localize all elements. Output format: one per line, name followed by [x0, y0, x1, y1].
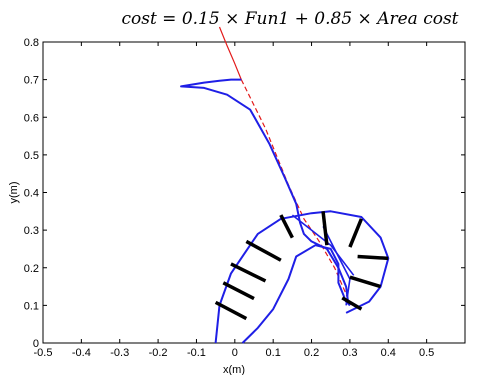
y-tick-label: 0 [33, 338, 39, 350]
blue-outer-boundary-line [214, 210, 390, 344]
x-tick-label: -0.5 [34, 347, 53, 359]
y-tick-label: 0.7 [24, 75, 39, 87]
y-tick-label: 0.1 [24, 300, 39, 312]
blue-inner-boundary-line [241, 244, 351, 344]
y-tick-label: 0.6 [24, 112, 39, 124]
red-solid-line [218, 26, 242, 80]
x-tick-label: -0.1 [187, 347, 206, 359]
y-tick-label: 0.3 [24, 225, 39, 237]
black-segment [349, 275, 382, 289]
x-tick-label: 0 [232, 347, 238, 359]
black-segment [230, 262, 267, 283]
black-segment [341, 296, 363, 311]
black-segment [222, 281, 255, 301]
black-segment [279, 214, 294, 239]
x-axis: -0.5 -0.4 -0.3 -0.2 -0.1 0 0.1 0.2 0.3 0.4 0.5 [34, 42, 434, 359]
y-tick-label: 0.5 [24, 150, 39, 162]
blue-cross-line [291, 214, 355, 276]
black-segment [321, 211, 329, 246]
y-tick-label: 0.2 [24, 263, 39, 275]
black-segment [245, 239, 282, 262]
plot-series [180, 26, 390, 344]
black-segment [214, 300, 248, 321]
blue-cross-line [322, 226, 351, 306]
x-tick-label: 0.5 [419, 347, 434, 359]
x-tick-label: -0.2 [149, 347, 168, 359]
x-tick-label: 0.4 [381, 347, 396, 359]
y-axis-label: y(m) [8, 182, 20, 204]
x-tick-label: 0.2 [304, 347, 319, 359]
x-tick-label: -0.3 [110, 347, 129, 359]
y-tick-label: 0.8 [24, 37, 39, 49]
black-segment [348, 218, 364, 248]
x-axis-label: x(m) [223, 364, 245, 375]
plot-area [42, 41, 466, 344]
red-dashed-line [240, 79, 351, 306]
blue-spine-line [180, 78, 349, 302]
y-tick-label: 0.4 [24, 188, 39, 200]
x-tick-label: -0.4 [72, 347, 91, 359]
chart-title: cost = 0.15 × Fun1 + 0.85 × Area cost [121, 9, 458, 29]
black-segment [357, 254, 389, 261]
x-tick-label: 0.1 [266, 347, 281, 359]
x-tick-label: 0.3 [342, 347, 357, 359]
y-axis: 0 0.1 0.2 0.3 0.4 0.5 0.6 0.7 0.8 [24, 37, 465, 350]
